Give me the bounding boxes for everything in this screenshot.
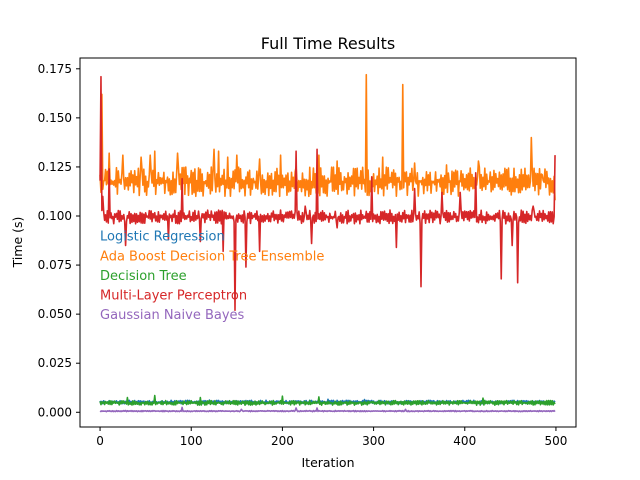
series-annotation-label: Multi-Layer Perceptron — [100, 289, 247, 304]
y-tick-label: 0.150 — [38, 111, 72, 125]
x-tick-label: 300 — [362, 434, 385, 448]
y-axis-label: Time (s) — [10, 217, 25, 269]
y-tick-label: 0.100 — [38, 209, 72, 223]
axes-frame — [79, 57, 577, 428]
series-line-3 — [99, 75, 556, 312]
plot-area — [79, 57, 577, 428]
y-tick-label: 0.050 — [38, 307, 72, 321]
x-tick-label: 0 — [96, 434, 104, 448]
x-axis-ticks: 0 100 200 300 400 500 — [96, 427, 567, 448]
y-tick-label: 0.025 — [38, 356, 72, 370]
series-line-1 — [99, 73, 556, 201]
y-tick-label: 0.075 — [38, 258, 72, 272]
chart-title: Full Time Results — [261, 34, 395, 53]
x-tick-label: 100 — [180, 434, 203, 448]
x-axis-label: Iteration — [301, 455, 354, 470]
x-tick-label: 400 — [453, 434, 476, 448]
x-tick-label: 500 — [544, 434, 567, 448]
series-line-2 — [99, 394, 556, 406]
series-annotation-label: Gaussian Naive Bayes — [100, 308, 244, 323]
axes-background — [80, 58, 576, 427]
series-annotation-label: Decision Tree — [100, 269, 187, 284]
y-tick-label: 0.175 — [38, 62, 72, 76]
y-tick-label: 0.000 — [38, 405, 72, 419]
annotations: Logistic Regression Ada Boost Decision Tr… — [100, 230, 324, 324]
x-tick-label: 200 — [271, 434, 294, 448]
series-annotation-label: Ada Boost Decision Tree Ensemble — [100, 249, 324, 264]
y-tick-label: 0.125 — [38, 160, 72, 174]
series-line-4 — [99, 406, 556, 413]
series-annotation-label: Logistic Regression — [100, 230, 225, 245]
y-axis-ticks: 0.000 0.025 0.050 0.075 0.100 0.125 0.150 0.175 — [38, 62, 80, 419]
series-layer — [99, 73, 556, 413]
